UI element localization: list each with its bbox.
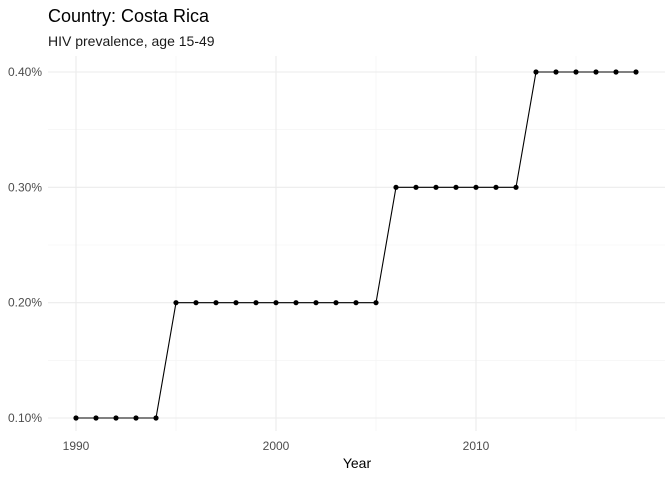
data-point bbox=[393, 184, 399, 190]
major-gridlines bbox=[48, 56, 665, 431]
data-point bbox=[113, 415, 119, 421]
data-point bbox=[553, 69, 559, 75]
data-point bbox=[593, 69, 599, 75]
y-tick-label: 0.30% bbox=[8, 180, 42, 194]
data-point bbox=[173, 300, 179, 306]
data-point bbox=[93, 415, 99, 421]
data-point bbox=[213, 300, 219, 306]
data-point bbox=[73, 415, 79, 421]
data-point bbox=[493, 184, 499, 190]
data-point bbox=[633, 69, 639, 75]
data-point bbox=[313, 300, 319, 306]
data-point bbox=[513, 184, 519, 190]
data-point bbox=[353, 300, 359, 306]
data-point bbox=[373, 300, 379, 306]
data-point bbox=[153, 415, 159, 421]
x-tick-label: 1990 bbox=[63, 439, 90, 453]
y-axis-ticks: 0.10% 0.20% 0.30% 0.40% bbox=[8, 65, 42, 425]
data-point bbox=[613, 69, 619, 75]
chart-subtitle: HIV prevalence, age 15-49 bbox=[48, 33, 215, 49]
data-point bbox=[573, 69, 579, 75]
data-point bbox=[253, 300, 259, 306]
data-point bbox=[473, 184, 479, 190]
data-point bbox=[413, 184, 419, 190]
y-tick-label: 0.20% bbox=[8, 296, 42, 310]
data-point bbox=[333, 300, 339, 306]
data-point bbox=[273, 300, 279, 306]
data-point bbox=[233, 300, 239, 306]
data-point bbox=[533, 69, 539, 75]
data-point bbox=[433, 184, 439, 190]
x-tick-label: 2010 bbox=[463, 439, 490, 453]
data-point bbox=[133, 415, 139, 421]
minor-gridlines bbox=[48, 56, 665, 431]
x-axis-label: Year bbox=[342, 455, 372, 471]
data-point bbox=[293, 300, 299, 306]
chart-title: Country: Costa Rica bbox=[48, 6, 210, 26]
series-points bbox=[73, 69, 639, 421]
x-axis-ticks: 1990 2000 2010 bbox=[63, 439, 490, 453]
y-tick-label: 0.40% bbox=[8, 65, 42, 79]
data-point bbox=[193, 300, 199, 306]
y-tick-label: 0.10% bbox=[8, 411, 42, 425]
x-tick-label: 2000 bbox=[263, 439, 290, 453]
data-point bbox=[453, 184, 459, 190]
